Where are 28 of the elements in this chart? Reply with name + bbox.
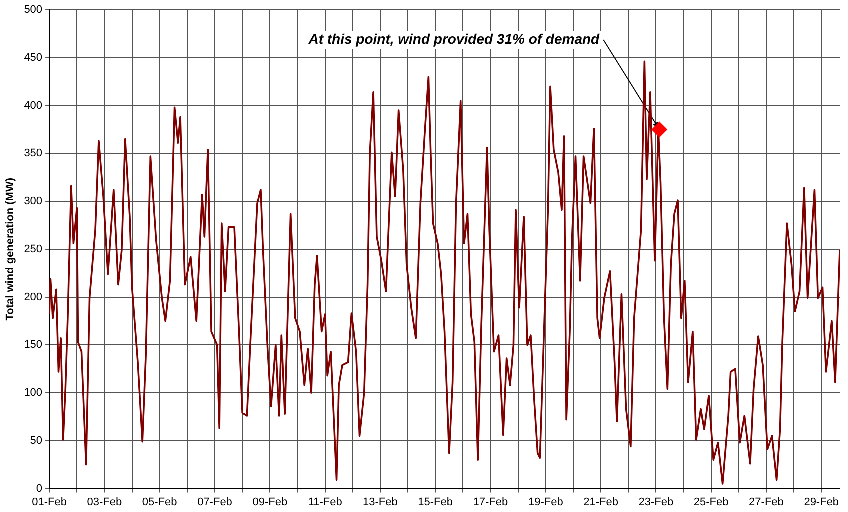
x-tick-label: 05-Feb xyxy=(142,496,178,508)
y-tick-label: 50 xyxy=(30,434,43,447)
y-tick-label: 450 xyxy=(24,52,43,64)
y-tick-label: 150 xyxy=(24,339,43,352)
y-tick-label: 0 xyxy=(36,482,43,495)
y-tick-label: 400 xyxy=(24,100,43,112)
annotation: At this point, wind provided 31% of demand xyxy=(308,30,600,47)
x-tick-label: 01-Feb xyxy=(32,496,67,508)
y-axis-title: Total wind generation (MW) xyxy=(4,178,17,321)
x-tick-label: 19-Feb xyxy=(528,496,564,508)
x-tick-label: 21-Feb xyxy=(584,496,618,508)
y-tick-label: 500 xyxy=(24,4,43,16)
y-tick-label: 100 xyxy=(24,387,43,400)
x-tick-label: 29-Feb xyxy=(804,496,840,508)
x-tick-label: 09-Feb xyxy=(252,496,288,508)
x-tick-label: 23-Feb xyxy=(638,496,674,508)
x-tick-label: 25-Feb xyxy=(694,496,729,508)
y-tick-label: 300 xyxy=(24,196,43,208)
x-tick-label: 07-Feb xyxy=(198,496,232,508)
x-tick-label: 15-Feb xyxy=(418,496,454,508)
x-tick-label: 27-Feb xyxy=(749,496,784,508)
x-tick-label: 17-Feb xyxy=(473,496,508,508)
x-tick-label: 11-Feb xyxy=(308,496,342,508)
x-tick-label: 13-Feb xyxy=(363,496,398,508)
y-tick-label: 250 xyxy=(24,243,43,256)
y-tick-label: 350 xyxy=(24,148,43,160)
x-tick-label: 03-Feb xyxy=(87,496,122,508)
y-tick-label: 200 xyxy=(24,291,43,304)
